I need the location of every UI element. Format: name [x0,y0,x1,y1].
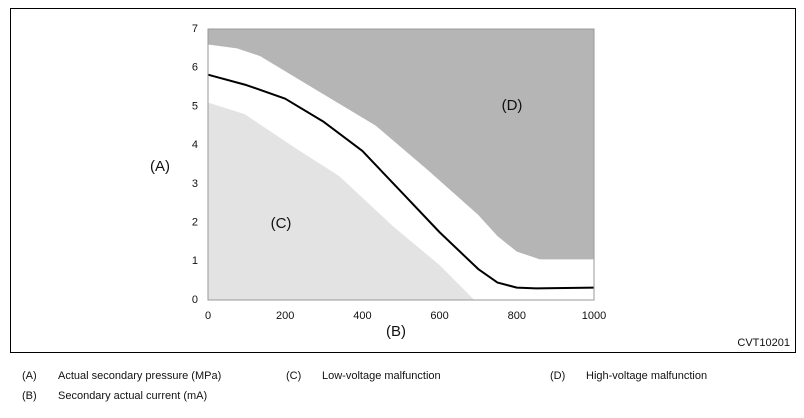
legend-text: Actual secondary pressure (MPa) [58,370,221,382]
legend-key: (C) [286,370,301,382]
y-tick-label: 7 [192,23,198,35]
y-tick-label: 4 [192,139,198,151]
y-tick-label: 1 [192,255,198,267]
x-tick-label: 200 [276,310,294,322]
y-tick-label: 6 [192,62,198,74]
y-tick-label: 3 [192,178,198,190]
x-tick-label: 600 [430,310,448,322]
plot-border [207,28,595,301]
region [208,29,594,260]
x-tick-label: 400 [353,310,371,322]
legend-text: Secondary actual current (mA) [58,390,207,402]
region-label: (D) [502,97,523,114]
y-axis-label: (A) [150,158,170,175]
region [208,102,475,300]
y-tick-label: 2 [192,216,198,228]
legend-text: High-voltage malfunction [586,370,707,382]
x-axis-label: (B) [386,323,406,340]
legend-key: (D) [550,370,565,382]
legend-key: (A) [22,370,37,382]
y-tick-label: 0 [192,294,198,306]
x-tick-label: 800 [508,310,526,322]
legend-key: (B) [22,390,37,402]
x-tick-label: 1000 [582,310,606,322]
y-tick-label: 5 [192,100,198,112]
curve [207,73,595,290]
legend-text: Low-voltage malfunction [322,370,441,382]
figure-code: CVT10201 [737,337,790,349]
x-tick-label: 0 [205,310,211,322]
region-label: (C) [271,215,292,232]
plot [207,28,595,301]
frame [10,8,796,353]
